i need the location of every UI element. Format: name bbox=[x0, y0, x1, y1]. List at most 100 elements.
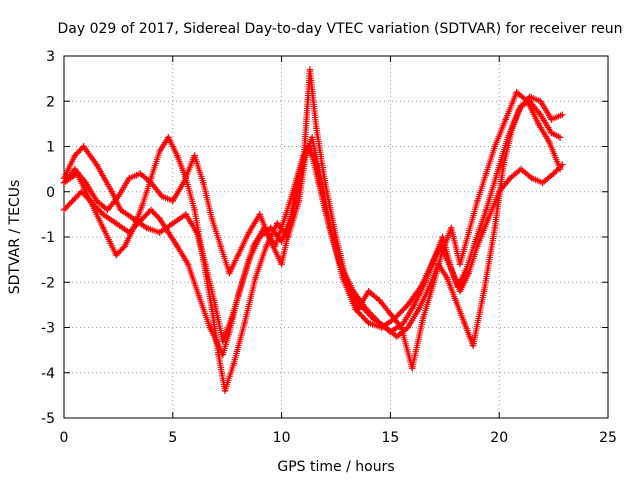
data-point bbox=[104, 206, 111, 214]
data-point bbox=[71, 152, 79, 159]
y-axis: -5 -4 -3 -2 -1 0 1 2 3 bbox=[41, 49, 608, 427]
data-point bbox=[513, 89, 520, 96]
data-point bbox=[86, 197, 94, 204]
y-tick-label: -5 bbox=[41, 411, 55, 427]
data-point bbox=[184, 260, 192, 268]
data-point bbox=[474, 197, 481, 204]
data-point bbox=[306, 66, 314, 73]
data-point bbox=[113, 251, 120, 259]
data-point bbox=[404, 301, 411, 309]
data-point bbox=[274, 220, 281, 227]
data-point bbox=[100, 211, 107, 218]
data-point bbox=[465, 270, 472, 277]
data-point bbox=[461, 319, 468, 327]
data-point bbox=[556, 134, 564, 141]
data-point bbox=[369, 315, 377, 322]
data-point bbox=[300, 161, 307, 168]
data-point bbox=[456, 288, 464, 295]
data-point bbox=[404, 324, 411, 331]
y-tick-label: -3 bbox=[41, 321, 55, 337]
x-tick-label: 5 bbox=[168, 430, 177, 446]
data-point bbox=[313, 125, 320, 132]
data-point bbox=[289, 211, 296, 218]
data-point bbox=[452, 297, 459, 304]
data-point bbox=[241, 319, 248, 327]
data-point bbox=[137, 170, 144, 177]
data-point bbox=[343, 279, 351, 286]
chart-title: Day 029 of 2017, Sidereal Day-to-day VTE… bbox=[57, 21, 622, 37]
data-point bbox=[332, 233, 340, 241]
data-point bbox=[419, 315, 427, 322]
data-point bbox=[491, 143, 498, 150]
data-point bbox=[139, 202, 146, 209]
data-point bbox=[226, 328, 233, 336]
data-point bbox=[376, 297, 383, 304]
data-point bbox=[234, 292, 242, 299]
data-point bbox=[82, 179, 89, 186]
data-point bbox=[539, 179, 546, 186]
data-point bbox=[191, 206, 198, 214]
data-point bbox=[502, 116, 509, 123]
data-point bbox=[206, 324, 213, 331]
y-tick-label: 3 bbox=[46, 49, 55, 65]
data-point bbox=[147, 206, 155, 214]
y-tick-label: -4 bbox=[41, 366, 55, 382]
data-point bbox=[482, 170, 490, 177]
y-axis-label: SDTVAR / TECUs bbox=[7, 180, 23, 295]
data-point bbox=[482, 206, 490, 214]
data-point bbox=[354, 306, 361, 313]
series-track-3 bbox=[60, 93, 566, 395]
data-point bbox=[215, 351, 222, 358]
data-point bbox=[69, 197, 76, 204]
data-point bbox=[308, 134, 316, 141]
data-point bbox=[245, 229, 253, 236]
data-point bbox=[515, 107, 522, 114]
data-point bbox=[156, 147, 163, 155]
data-point bbox=[156, 229, 163, 236]
data-point bbox=[456, 260, 464, 268]
data-point bbox=[208, 306, 216, 313]
data-point bbox=[439, 247, 446, 254]
data-point bbox=[147, 179, 155, 186]
data-point bbox=[411, 301, 418, 309]
y-tick-label: -2 bbox=[41, 275, 55, 291]
x-tick-label: 20 bbox=[490, 430, 508, 446]
data-point bbox=[548, 129, 555, 137]
data-point bbox=[252, 274, 259, 281]
data-point bbox=[472, 238, 479, 245]
data-point bbox=[537, 111, 544, 118]
data-point bbox=[93, 197, 100, 204]
data-point bbox=[480, 288, 488, 295]
data-point bbox=[200, 179, 207, 186]
data-point bbox=[415, 306, 422, 313]
data-point bbox=[180, 179, 187, 186]
data-point bbox=[548, 116, 555, 123]
x-axis: 0 5 10 15 20 25 bbox=[60, 56, 617, 446]
data-point bbox=[234, 251, 242, 259]
data-point bbox=[217, 242, 224, 250]
data-point bbox=[126, 175, 133, 182]
data-point bbox=[321, 179, 329, 186]
data-point bbox=[463, 265, 470, 272]
data-point bbox=[517, 165, 525, 173]
data-point bbox=[195, 292, 203, 299]
data-point bbox=[393, 333, 401, 340]
data-point bbox=[200, 256, 207, 263]
data-point bbox=[524, 98, 531, 105]
data-point bbox=[506, 175, 514, 182]
x-tick-label: 15 bbox=[381, 430, 399, 446]
data-point bbox=[263, 242, 270, 250]
x-tick-label: 10 bbox=[273, 430, 291, 446]
data-point bbox=[537, 98, 544, 105]
data-point bbox=[546, 138, 553, 146]
x-tick-label: 25 bbox=[599, 430, 617, 446]
data-point bbox=[267, 238, 274, 245]
data-point bbox=[469, 342, 477, 349]
data-point bbox=[387, 310, 394, 318]
data-point bbox=[278, 260, 285, 268]
data-point bbox=[60, 206, 68, 214]
data-point bbox=[398, 324, 405, 331]
data-point bbox=[550, 170, 557, 177]
data-point bbox=[504, 134, 512, 141]
